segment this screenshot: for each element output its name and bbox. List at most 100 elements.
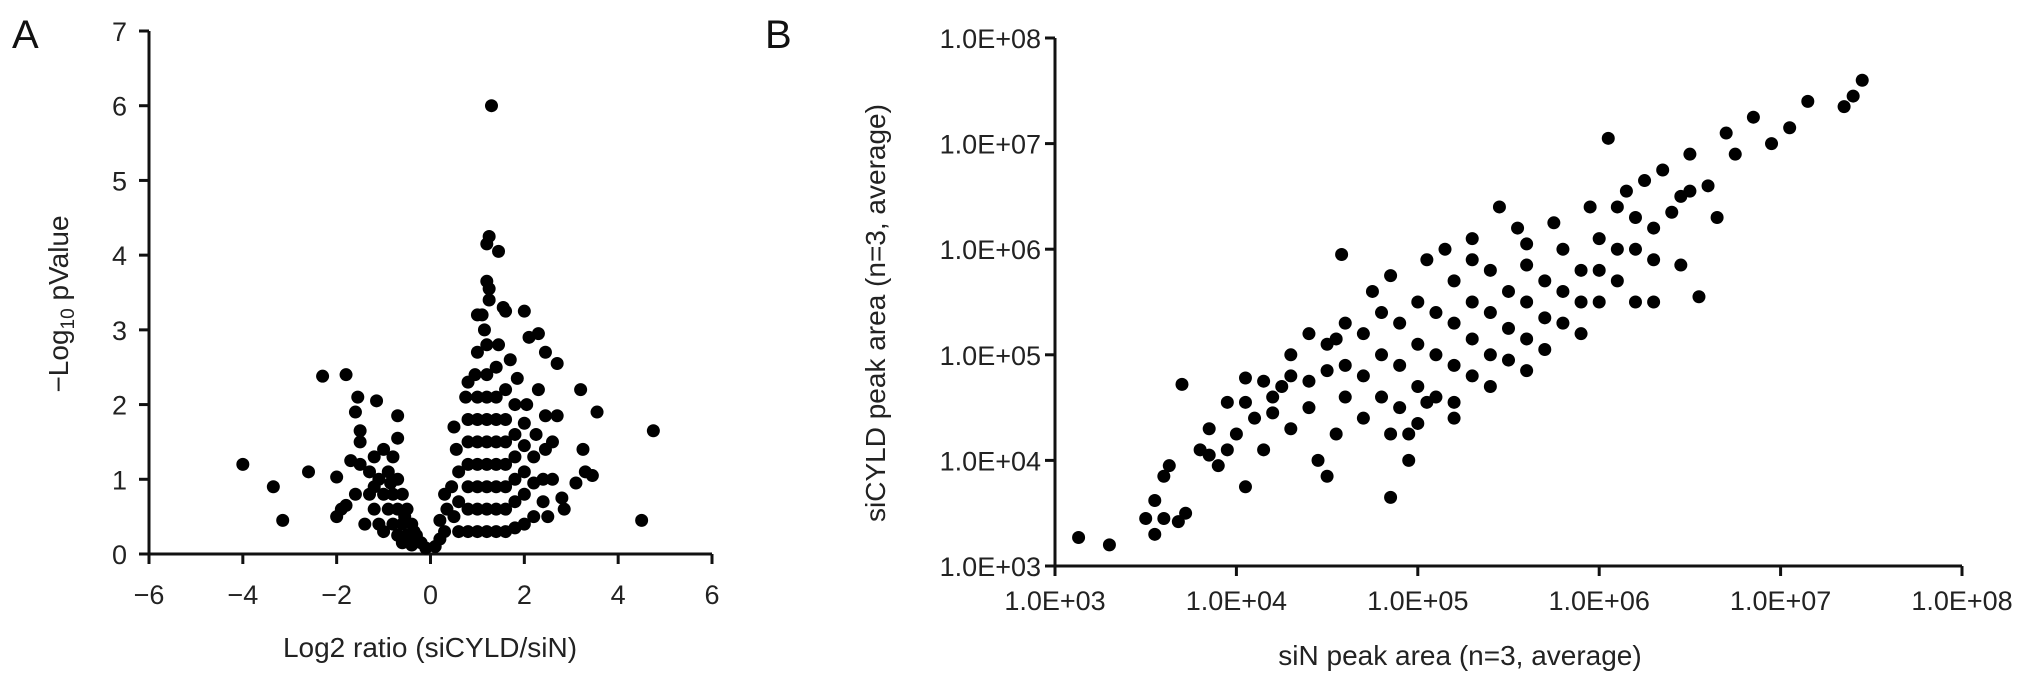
data-point (1266, 390, 1280, 404)
data-point (1483, 306, 1497, 320)
data-point (377, 442, 391, 456)
y-tick-label: 5 (112, 166, 127, 196)
data-point (1411, 337, 1425, 351)
data-point (348, 405, 362, 419)
data-point (468, 368, 482, 382)
data-point (1592, 263, 1606, 277)
data-point (1846, 89, 1860, 103)
data-point (1257, 374, 1271, 388)
data-point (433, 513, 447, 527)
y-axis-title-suffix: pValue (43, 215, 74, 308)
data-point (1647, 253, 1661, 267)
data-point (348, 487, 362, 501)
data-point (1411, 295, 1425, 309)
data-point (1628, 242, 1642, 256)
data-point (1556, 316, 1570, 330)
panel-label-a: A (12, 13, 39, 57)
data-point (1162, 459, 1176, 473)
data-point (541, 510, 555, 524)
data-point (1556, 242, 1570, 256)
data-point (557, 502, 571, 516)
x-tick-label: 1.0E+06 (1549, 586, 1650, 616)
data-point (1438, 242, 1452, 256)
data-point (1710, 211, 1724, 225)
data-point (316, 369, 330, 383)
data-point (489, 480, 503, 494)
data-point (489, 502, 503, 516)
data-point (447, 420, 461, 434)
data-point (1356, 411, 1370, 425)
data-point (1447, 411, 1461, 425)
data-point (1783, 121, 1797, 135)
x-tick-label: 1.0E+03 (1004, 586, 1105, 616)
data-point (1266, 406, 1280, 420)
data-point (1338, 316, 1352, 330)
data-point (1556, 284, 1570, 298)
data-point (510, 371, 524, 385)
data-point (1157, 511, 1171, 525)
data-point (367, 450, 381, 464)
data-point (1302, 374, 1316, 388)
data-point (1447, 358, 1461, 372)
data-point (470, 502, 484, 516)
data-point (1275, 379, 1289, 393)
data-point (517, 517, 531, 531)
data-point (1610, 242, 1624, 256)
data-point (1157, 469, 1171, 483)
y-tick-label: 1.0E+03 (940, 552, 1041, 582)
data-point (1855, 73, 1869, 87)
data-point (499, 383, 513, 397)
data-point (1465, 369, 1479, 383)
data-point (1547, 216, 1561, 230)
data-point (1837, 100, 1851, 114)
data-point (395, 487, 409, 501)
data-point (1384, 427, 1398, 441)
data-point (1220, 395, 1234, 409)
data-point (353, 435, 367, 449)
data-point (480, 237, 494, 251)
x-tick-label: 1.0E+07 (1730, 586, 1831, 616)
data-point (1746, 110, 1760, 124)
data-point (236, 457, 250, 471)
data-point (1683, 184, 1697, 198)
data-point (1683, 147, 1697, 161)
data-point (452, 465, 466, 479)
y-tick-label: 0 (112, 540, 127, 570)
data-point (1238, 480, 1252, 494)
data-point (545, 435, 559, 449)
data-point (447, 510, 461, 524)
data-point (461, 525, 475, 539)
data-point (482, 293, 496, 307)
data-point (449, 442, 463, 456)
data-point (1375, 348, 1389, 362)
data-point (1284, 422, 1298, 436)
data-point (508, 398, 522, 412)
data-point (370, 394, 384, 408)
data-point (1248, 411, 1262, 425)
data-point (470, 413, 484, 427)
y-tick-label: 3 (112, 316, 127, 346)
data-point (1583, 200, 1597, 214)
data-point (1139, 511, 1153, 525)
data-point (503, 353, 517, 367)
data-point (480, 480, 494, 494)
data-point (489, 525, 503, 539)
data-point (480, 338, 494, 352)
data-point (1420, 395, 1434, 409)
data-point (499, 413, 513, 427)
data-point (1429, 306, 1443, 320)
data-point (470, 457, 484, 471)
data-point (576, 442, 590, 456)
data-point (1610, 200, 1624, 214)
data-point (475, 308, 489, 322)
data-point (1148, 494, 1162, 508)
data-point (330, 510, 344, 524)
data-point (470, 435, 484, 449)
data-point (555, 491, 569, 505)
data-point (527, 450, 541, 464)
y-axis-title-prefix: −Log (43, 329, 74, 392)
data-point (1148, 527, 1162, 541)
data-point (1465, 295, 1479, 309)
x-axis-title: siN peak area (n=3, average) (1278, 640, 1641, 671)
data-point (461, 435, 475, 449)
